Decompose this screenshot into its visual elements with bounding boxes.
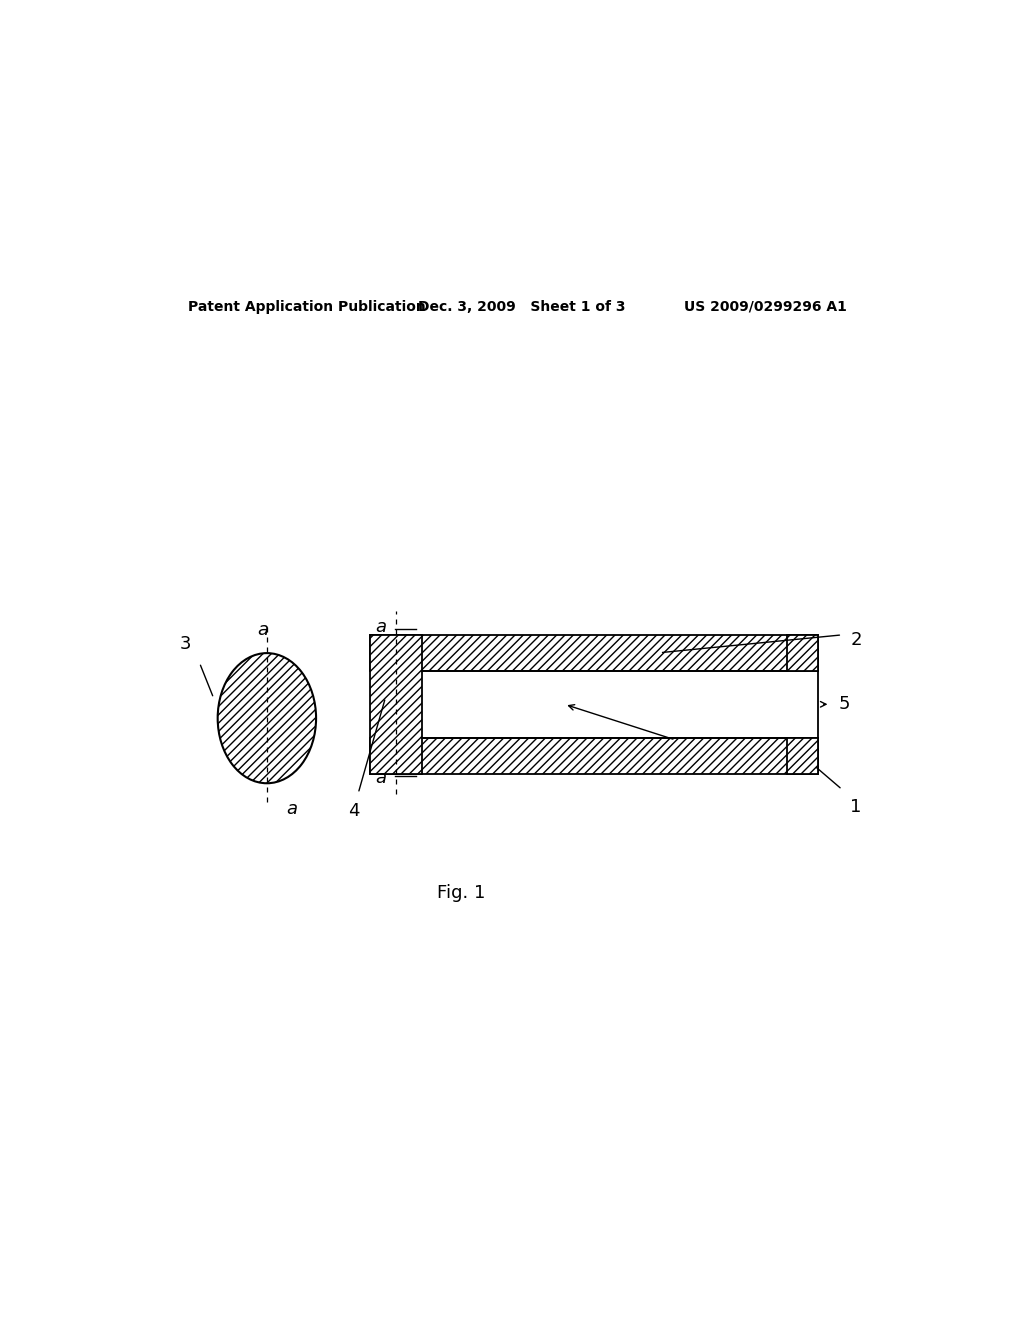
Text: 4: 4 — [348, 801, 359, 820]
Text: a: a — [376, 618, 387, 636]
Text: Dec. 3, 2009   Sheet 1 of 3: Dec. 3, 2009 Sheet 1 of 3 — [418, 300, 626, 314]
Ellipse shape — [218, 653, 316, 783]
Text: a: a — [257, 622, 268, 639]
Text: 1: 1 — [850, 797, 861, 816]
Text: a: a — [287, 800, 298, 818]
Text: a: a — [376, 768, 387, 787]
Text: 3: 3 — [179, 635, 190, 653]
Bar — [370, 635, 422, 774]
Text: 2: 2 — [850, 631, 861, 649]
Text: US 2009/0299296 A1: US 2009/0299296 A1 — [684, 300, 847, 314]
Text: Fig. 1: Fig. 1 — [437, 884, 485, 902]
Text: 5: 5 — [839, 696, 850, 713]
Bar — [786, 635, 818, 671]
Bar — [370, 635, 818, 671]
Text: Patent Application Publication: Patent Application Publication — [187, 300, 425, 314]
Bar — [370, 738, 818, 774]
Bar — [786, 738, 818, 774]
